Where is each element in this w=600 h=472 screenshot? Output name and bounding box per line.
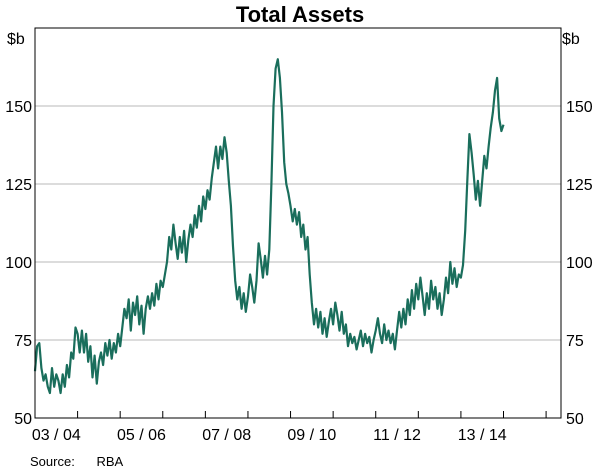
- y-axis-right: 50 75 100 125 150: [566, 99, 593, 428]
- y-tick-label-left: 75: [14, 333, 32, 350]
- x-axis: 03 / 04 05 / 06 07 / 08 09 / 10 11 / 12 13 / …: [32, 411, 547, 444]
- series-line-total-assets: [33, 58, 505, 395]
- y-unit-left: $b: [7, 31, 25, 48]
- x-tick-label: 13 / 14: [458, 427, 507, 444]
- chart-title: Total Assets: [236, 2, 364, 27]
- y-tick-label-left: 150: [5, 99, 32, 116]
- y-tick-label-left: 125: [5, 177, 32, 194]
- y-tick-label-right: 50: [566, 411, 584, 428]
- series-layer: [33, 58, 505, 395]
- x-tick-label: 03 / 04: [32, 427, 81, 444]
- y-tick-label-right: 75: [566, 333, 584, 350]
- gridlines: [35, 105, 561, 341]
- y-tick-label-right: 125: [566, 177, 593, 194]
- x-tick-label: 05 / 06: [117, 427, 166, 444]
- y-tick-label-right: 150: [566, 99, 593, 116]
- plot-frame: [34, 27, 562, 419]
- x-tick-label: 11 / 12: [373, 427, 421, 444]
- y-tick-label-left: 50: [14, 411, 32, 428]
- y-tick-label-right: 100: [566, 255, 593, 272]
- source-value: RBA: [96, 454, 124, 469]
- y-tick-label-left: 100: [5, 255, 32, 272]
- x-tick-label: 07 / 08: [202, 427, 251, 444]
- source-note: Source: RBA: [30, 454, 123, 469]
- x-tick-label: 09 / 10: [287, 427, 336, 444]
- y-axis-left: 50 75 100 125 150: [5, 99, 32, 428]
- source-label: Source:: [30, 454, 75, 469]
- y-unit-right: $b: [562, 31, 580, 48]
